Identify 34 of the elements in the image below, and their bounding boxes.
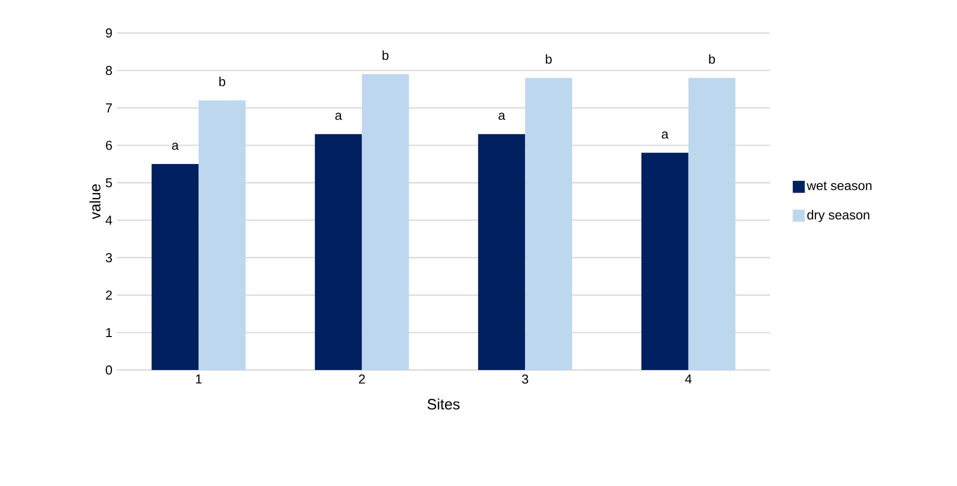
annotation: a [335,112,342,120]
legend-label: dry season [807,210,870,222]
annotation: a [662,132,668,139]
y-tick-label: 0 [106,365,112,375]
bar [198,100,246,370]
y-tick-label: 5 [106,178,112,188]
bar [478,134,526,370]
y-tick-label: 7 [106,103,112,112]
bar [525,78,572,370]
annotation: b [709,54,715,64]
y-tick-label: 2 [106,290,112,300]
y-axis-title: value [89,184,100,220]
x-tick-label: 4 [685,374,692,384]
annotation: b [219,76,226,86]
bar [688,78,736,370]
y-tick-label: 6 [106,140,112,150]
bar [362,74,409,370]
x-tick-label: 1 [196,374,202,384]
annotation: b [546,54,552,64]
x-axis-title: Sites [428,398,460,410]
annotation: a [172,142,179,150]
y-tick-label: 1 [106,328,112,337]
annotation: b [382,50,388,60]
x-tick-label: 3 [522,374,528,384]
legend-label: wet season [806,182,872,190]
y-tick-label: 8 [106,66,112,76]
annotation: a [498,112,506,120]
x-tick-label: 2 [358,374,365,384]
bar [314,134,362,370]
bar [641,152,688,370]
y-tick-label: 4 [106,216,112,225]
bar [152,164,199,370]
y-tick-label: 3 [106,253,112,262]
y-tick-label: 9 [106,28,112,38]
